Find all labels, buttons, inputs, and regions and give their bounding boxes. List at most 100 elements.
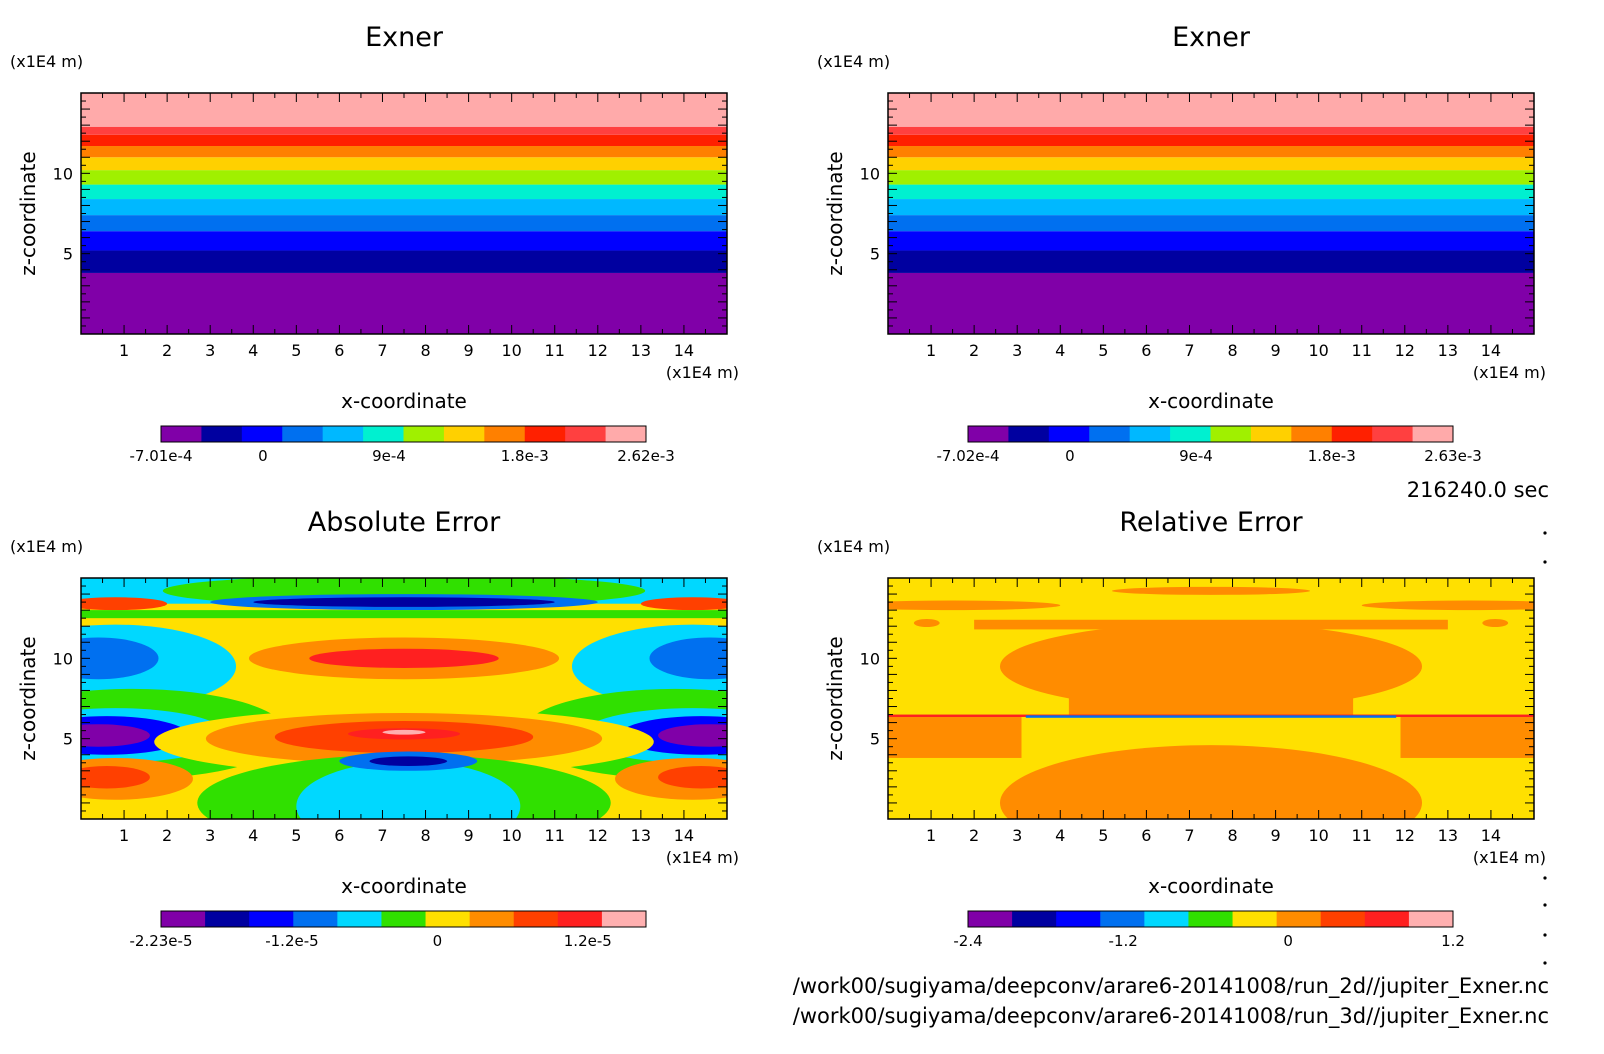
contour-region [81,597,168,611]
x-tick-label: 9 [1271,341,1281,360]
contour-region [382,729,426,735]
x-unit-label: (x1E4 m) [1473,363,1546,382]
contour-region [649,637,727,680]
colorbar-tick-label: 9e-4 [372,447,406,465]
contour-band [81,250,727,273]
colorbar-swatch [1320,911,1366,927]
colorbar-swatch [1144,911,1189,927]
contour-field [888,578,1534,819]
colorbar-swatch [1291,426,1333,442]
contour-region [81,765,150,789]
contour-band [888,170,1534,185]
colorbar-swatch [1170,426,1211,442]
x-tick-label: 7 [1184,826,1194,845]
colorbar-swatch [1089,426,1131,442]
chart-title: Relative Error [1119,507,1303,538]
colorbar-swatch [1056,911,1101,927]
x-tick-label: 6 [1141,826,1151,845]
colorbar-swatch [293,911,338,927]
contour-region [1068,666,1354,717]
x-tick-label: 14 [1481,341,1501,360]
source-file-2d: /work00/sugiyama/deepconv/arare6-2014100… [793,974,1549,999]
contour-region [658,724,727,747]
x-tick-label: 9 [464,826,474,845]
colorbar-tick-label: 2.63e-3 [1424,447,1482,465]
contour-band [81,93,727,127]
colorbar-swatch [363,426,404,442]
contour-band [81,215,727,232]
colorbar-swatch [201,426,243,442]
x-tick-label: 2 [969,341,979,360]
x-tick-label: 2 [162,826,172,845]
x-tick-label: 1 [926,826,936,845]
chart-title: Exner [1172,22,1251,53]
colorbar-swatch [605,426,647,442]
contour-band [81,134,727,147]
contour-band [888,146,1534,158]
colorbar-swatch [425,911,471,927]
contour-region [1482,618,1509,628]
x-tick-label: 7 [377,826,387,845]
x-tick-label: 10 [501,826,521,845]
colorbar-frame [160,910,647,928]
colorbar-tick-label: -1.2 [1109,932,1138,950]
contour-band [81,157,727,171]
colorbar-swatch [322,426,364,442]
x-tick-label: 12 [1395,826,1415,845]
contour-region [888,716,1022,758]
x-tick-label: 14 [674,826,694,845]
contour-region [1400,716,1534,758]
x-tick-label: 4 [248,341,258,360]
contour-band [888,231,1534,251]
colorbar-tick-label: 0 [1283,932,1293,950]
colorbar-swatch [1372,426,1414,442]
y-tick-label: 5 [870,730,880,749]
contour-band [888,215,1534,232]
x-tick-label: 12 [588,341,608,360]
contour-region [1111,586,1311,595]
contour-region [888,600,1061,611]
x-tick-label: 10 [501,341,521,360]
colorbar-swatch [282,426,324,442]
contour-band [888,93,1534,127]
y-unit-label: (x1E4 m) [817,52,890,71]
colorbar-swatch [557,911,603,927]
colorbar-tick-label: 1.8e-3 [501,447,549,465]
x-axis-label: x-coordinate [1148,874,1274,898]
x-tick-label: 6 [334,826,344,845]
colorbar-swatch [565,426,607,442]
contour-region [640,597,727,611]
x-tick-label: 1 [926,341,936,360]
colorbar-swatch [968,911,1013,927]
time-label: 216240.0 sec [1407,478,1549,502]
y-axis-label: z-coordinate [16,636,40,760]
contour-band [888,126,1534,135]
x-unit-label: (x1E4 m) [666,363,739,382]
contour-region [658,765,727,789]
source-file-3d: /work00/sugiyama/deepconv/arare6-2014100… [793,1004,1549,1029]
colorbar-tick-label: 1.2e-5 [564,932,612,950]
contour-band [888,199,1534,216]
contour-field [81,578,727,819]
colorbar-swatch [443,426,485,442]
colorbar-tick-label: -7.02e-4 [937,447,1000,465]
x-tick-label: 13 [1438,341,1458,360]
colorbar-frame [160,425,647,443]
contour-band [81,126,727,135]
y-tick-label: 10 [860,649,880,668]
x-tick-label: 8 [420,826,430,845]
x-tick-label: 3 [205,826,215,845]
x-tick-label: 9 [1271,826,1281,845]
colorbar-swatch [403,426,445,442]
x-tick-label: 11 [1352,341,1372,360]
colorbar-swatch [968,426,1009,442]
contour-region [369,756,448,766]
x-tick-label: 4 [248,826,258,845]
trailing-dots [1543,531,1547,965]
contour-band [81,184,727,200]
colorbar-tick-label: -2.23e-5 [130,932,193,950]
x-tick-label: 5 [1098,341,1108,360]
y-tick-label: 10 [860,164,880,183]
